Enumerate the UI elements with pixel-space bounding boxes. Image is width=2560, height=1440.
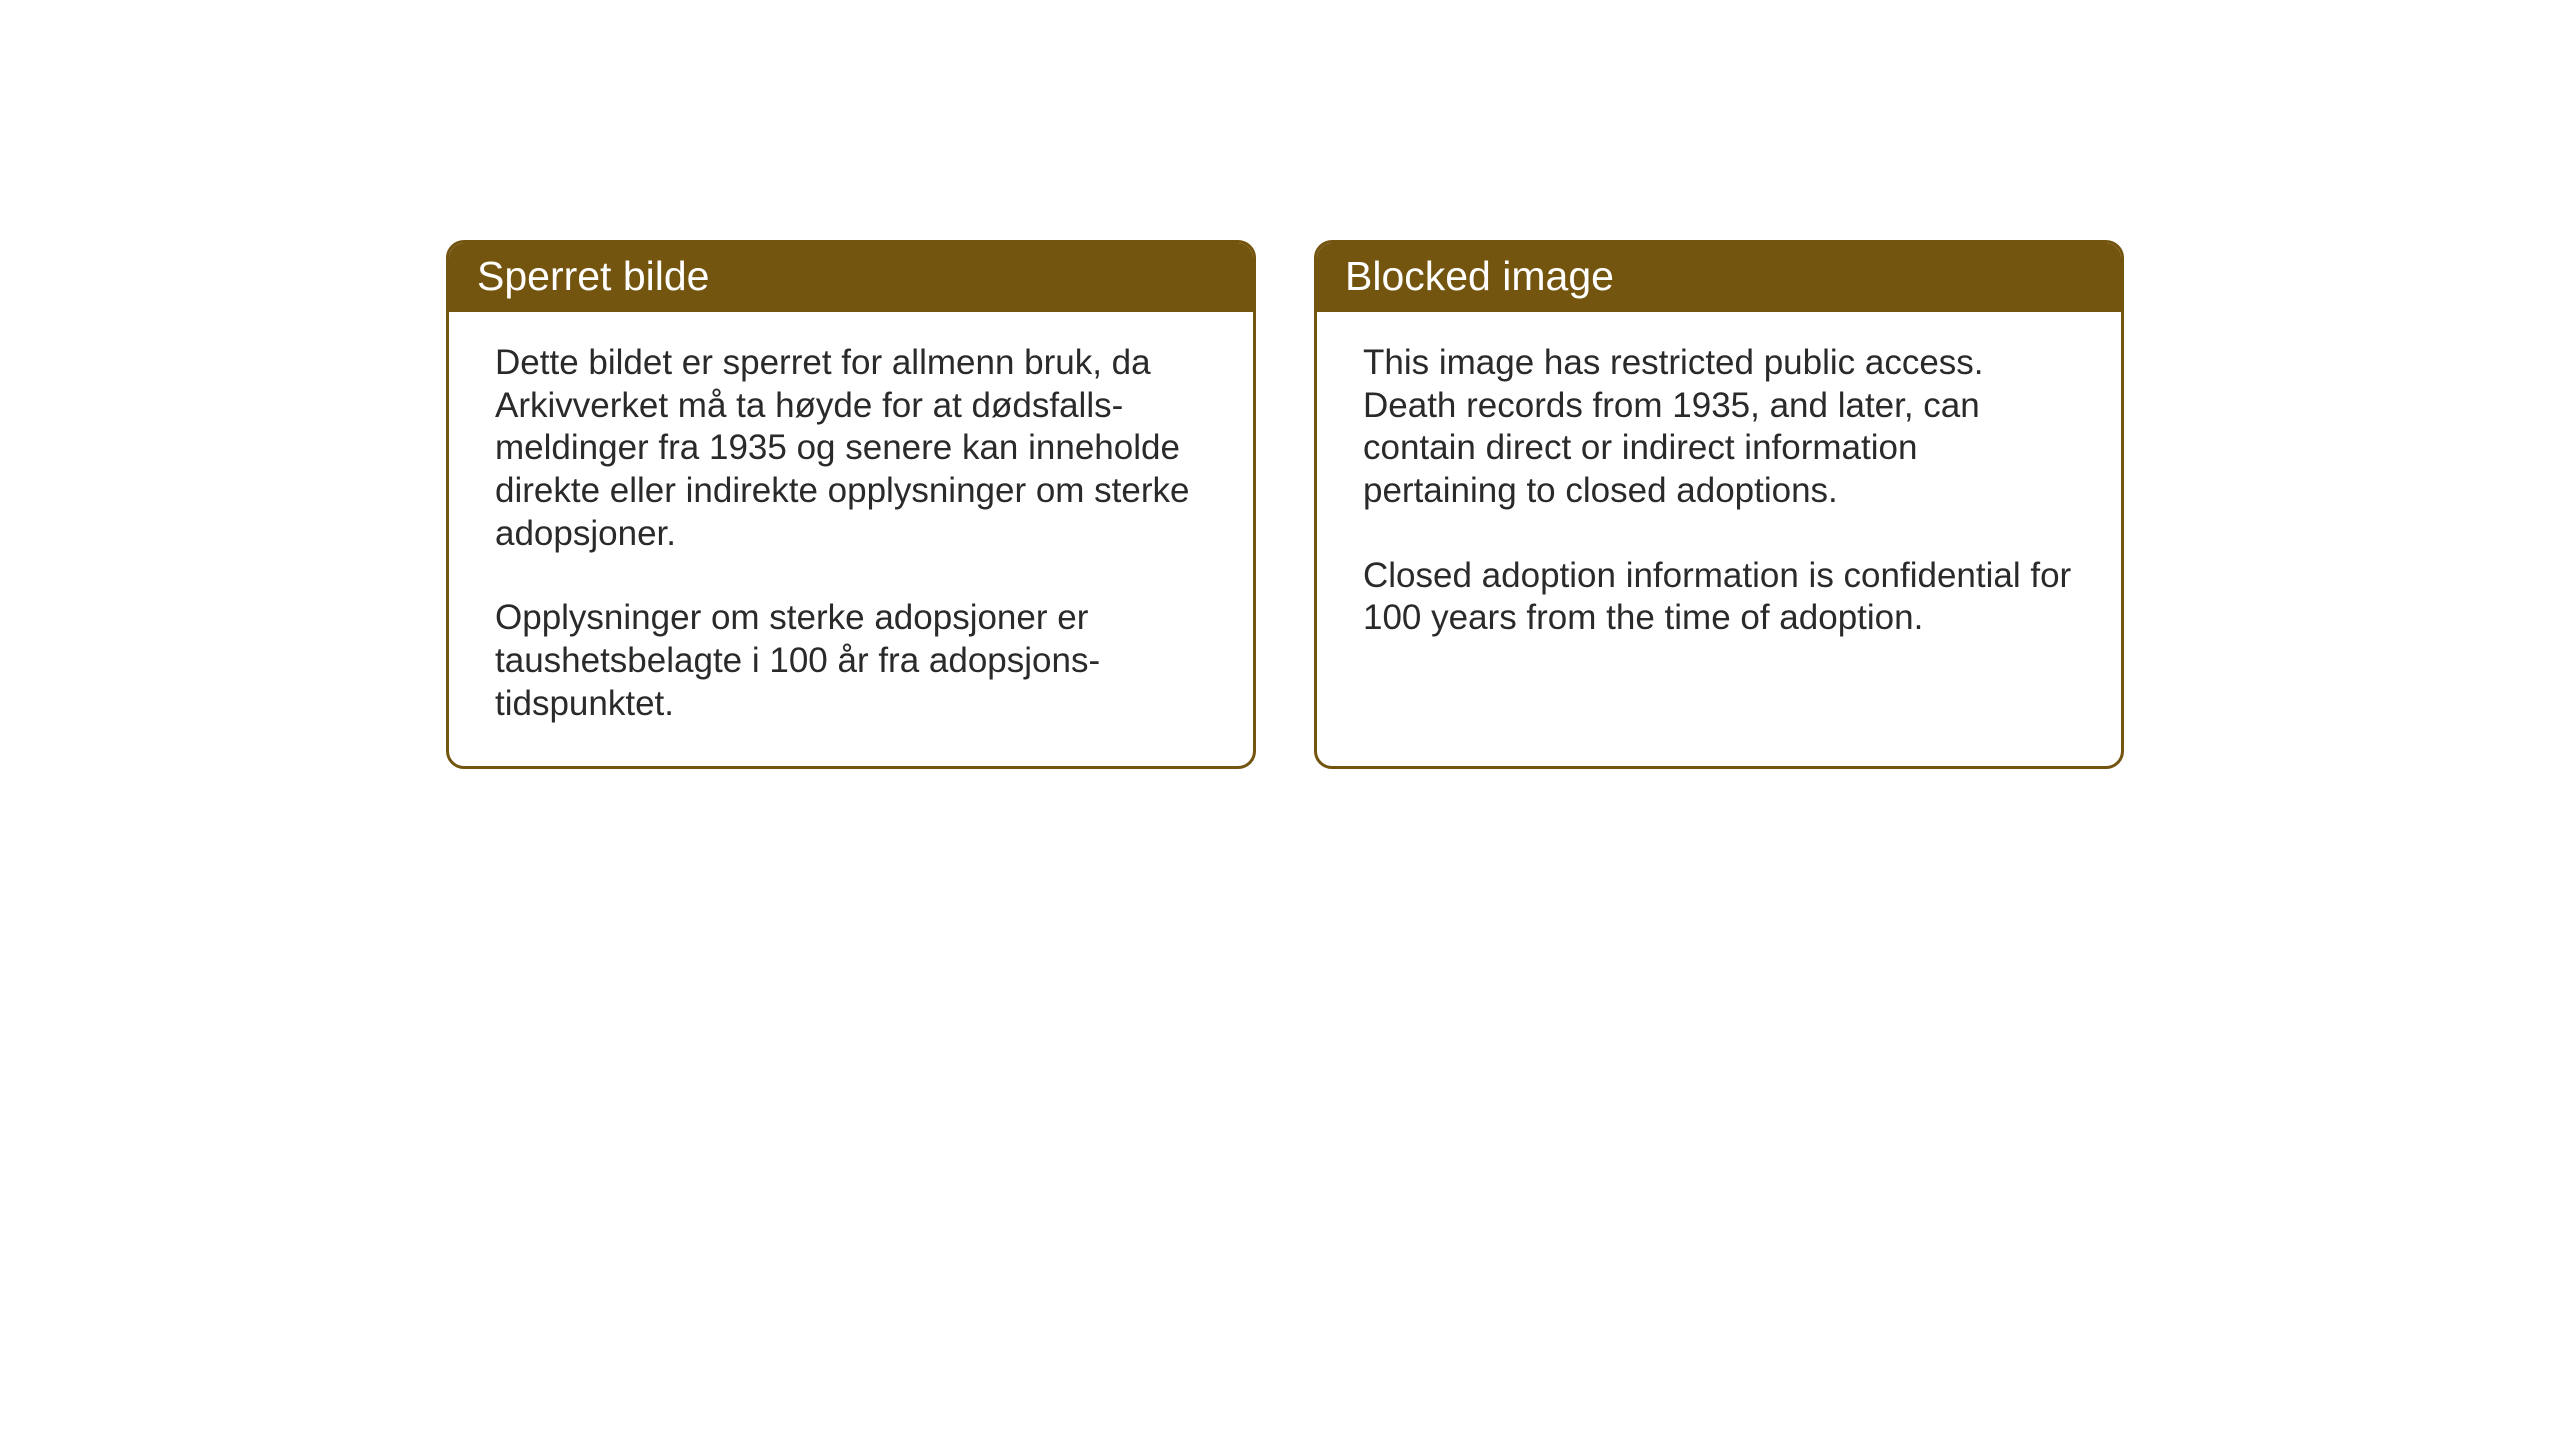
notice-card-norwegian-body: Dette bildet er sperret for allmenn bruk… xyxy=(449,312,1253,766)
notice-card-norwegian-title: Sperret bilde xyxy=(477,253,709,299)
notice-card-english-paragraph1: This image has restricted public access.… xyxy=(1363,342,2075,513)
notice-card-norwegian: Sperret bilde Dette bildet er sperret fo… xyxy=(446,240,1256,769)
notice-card-norwegian-paragraph1: Dette bildet er sperret for allmenn bruk… xyxy=(495,342,1207,555)
notice-card-english-paragraph2: Closed adoption information is confident… xyxy=(1363,555,2075,640)
notice-card-norwegian-header: Sperret bilde xyxy=(449,243,1253,312)
notice-card-english-body: This image has restricted public access.… xyxy=(1317,312,2121,752)
notice-card-english-header: Blocked image xyxy=(1317,243,2121,312)
notice-card-english: Blocked image This image has restricted … xyxy=(1314,240,2124,769)
notice-card-norwegian-paragraph2: Opplysninger om sterke adopsjoner er tau… xyxy=(495,597,1207,725)
notice-card-english-title: Blocked image xyxy=(1345,253,1614,299)
notice-container: Sperret bilde Dette bildet er sperret fo… xyxy=(446,240,2124,769)
